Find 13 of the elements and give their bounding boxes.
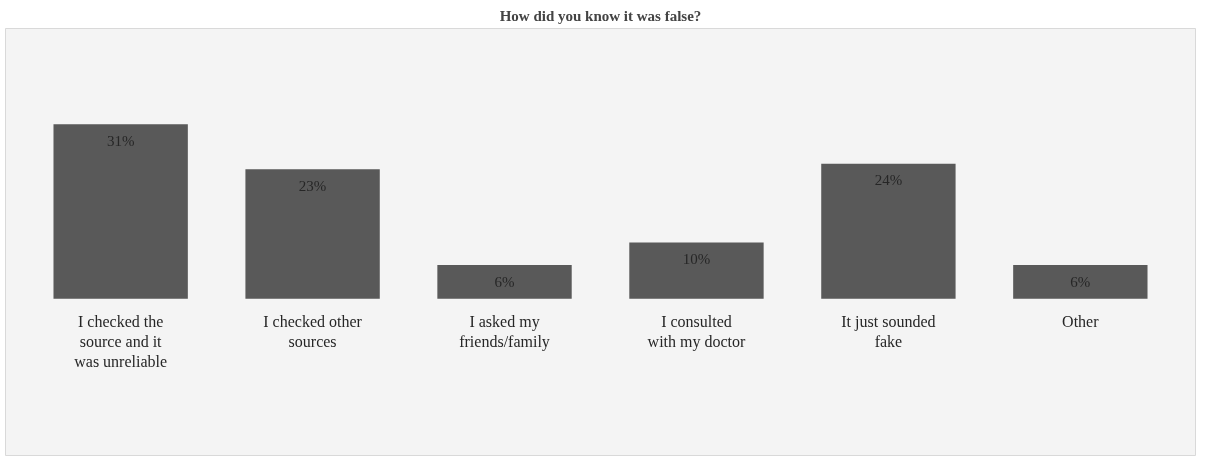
x-tick-label: I consulted with my doctor [647, 312, 747, 351]
bar [821, 163, 956, 299]
bar [245, 169, 380, 299]
x-tick-label: Other [1062, 312, 1100, 330]
x-tick-label: It just sounded fake [841, 312, 936, 350]
chart-title: How did you know it was false? [499, 7, 702, 24]
x-tick-label: I checked other sources [263, 312, 363, 350]
bar [53, 124, 188, 299]
x-tick-label: I asked my friends/family [459, 312, 550, 351]
bar [629, 242, 764, 299]
bar [1013, 264, 1148, 299]
bar [437, 264, 572, 299]
x-tick-label: I checked the source and it was unreliable [74, 312, 168, 371]
